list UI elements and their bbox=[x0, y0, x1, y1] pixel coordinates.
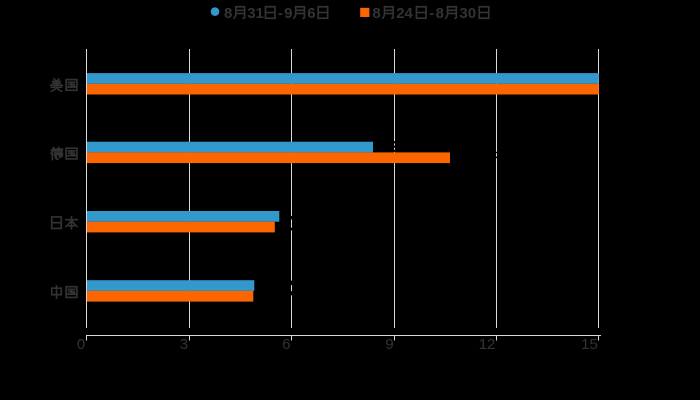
svg-text:6: 6 bbox=[282, 336, 290, 353]
svg-text:24: 24 bbox=[396, 5, 413, 22]
svg-text:12: 12 bbox=[479, 336, 496, 353]
svg-text:30: 30 bbox=[459, 5, 476, 22]
svg-text:15: 15 bbox=[581, 336, 598, 353]
svg-text:-: - bbox=[429, 5, 434, 22]
svg-text:8: 8 bbox=[372, 5, 380, 22]
svg-text:8: 8 bbox=[224, 5, 232, 22]
svg-text:8: 8 bbox=[436, 5, 444, 22]
svg-text:6: 6 bbox=[307, 5, 315, 22]
svg-text:0: 0 bbox=[77, 336, 85, 353]
svg-text:31: 31 bbox=[247, 5, 264, 22]
svg-text:9: 9 bbox=[284, 5, 292, 22]
svg-text:-: - bbox=[278, 5, 283, 22]
svg-text:3: 3 bbox=[180, 336, 188, 353]
svg-text:9: 9 bbox=[385, 336, 393, 353]
